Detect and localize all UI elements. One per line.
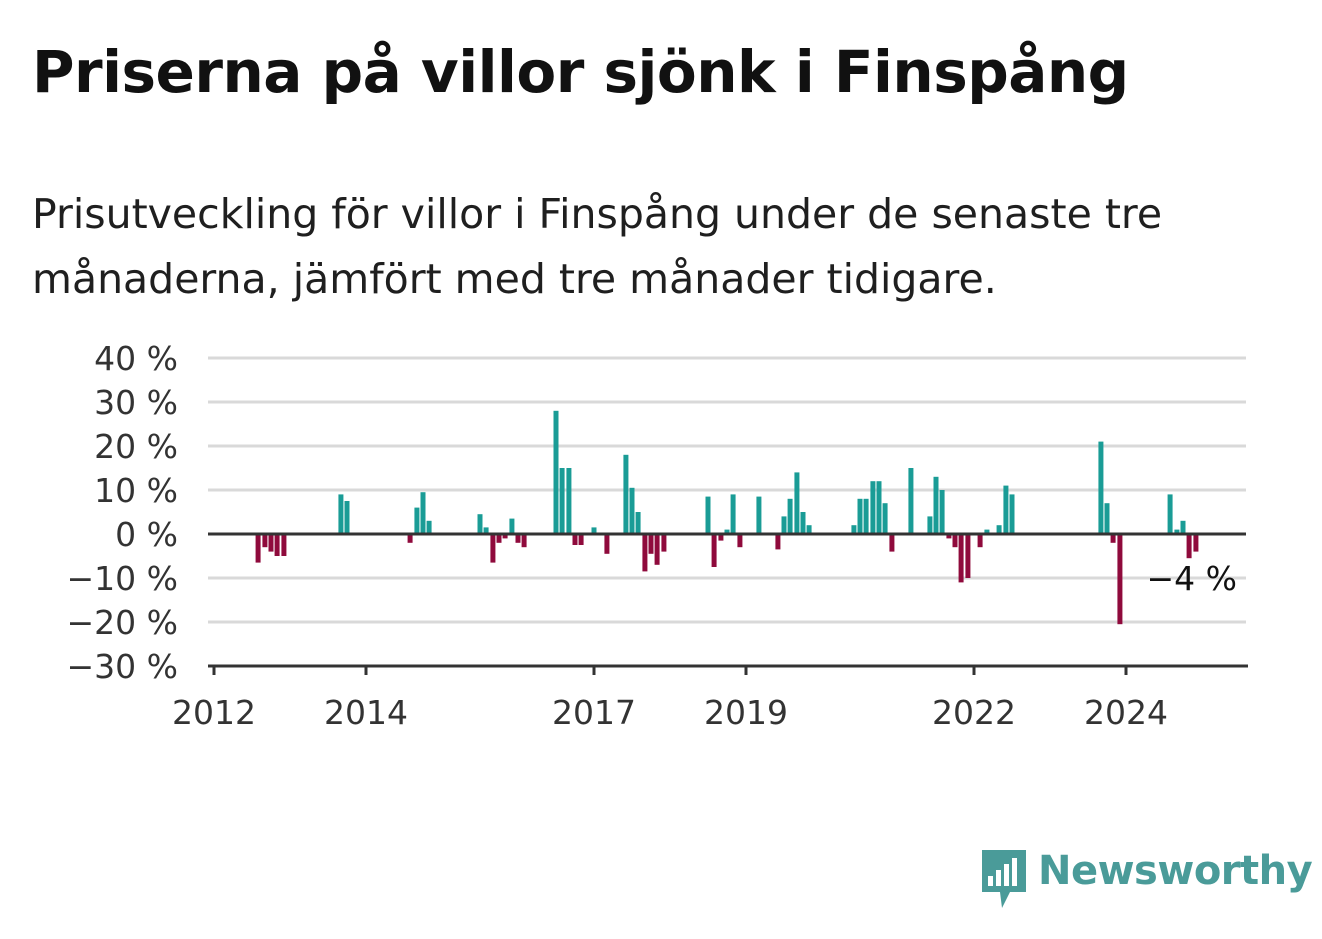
bar-negative (521, 534, 527, 548)
bar-negative (1117, 534, 1123, 625)
bar-negative (711, 534, 717, 567)
bar-positive (787, 498, 793, 534)
bar-positive (870, 481, 876, 534)
bar-negative (654, 534, 660, 565)
bar-positive (1098, 441, 1104, 534)
x-tick-label: 2017 (552, 693, 636, 732)
bar-positive (724, 529, 730, 534)
bar-positive (984, 529, 990, 534)
bar-negative (1186, 534, 1192, 559)
bar-negative (274, 534, 280, 556)
bar-positive (566, 468, 572, 534)
y-tick-label: 40 % (94, 339, 178, 378)
bar-negative (661, 534, 667, 552)
bar-positive (908, 468, 914, 534)
newsworthy-bar-icon (982, 850, 1026, 908)
y-tick-label: 20 % (94, 427, 178, 466)
bar-negative (496, 534, 502, 543)
bar-negative (946, 534, 952, 539)
bar-positive (927, 516, 933, 534)
bar-negative (737, 534, 743, 548)
bar-negative (515, 534, 521, 543)
bar-positive (553, 410, 559, 534)
bar-positive (420, 492, 426, 534)
bar-positive (730, 494, 736, 534)
bar-positive (851, 525, 857, 534)
bar-positive (781, 516, 787, 534)
bar-positive (344, 501, 350, 534)
bar-positive (509, 518, 515, 534)
bar-negative (642, 534, 648, 572)
bar-negative (407, 534, 413, 543)
bar-positive (477, 514, 483, 534)
bar-positive (1003, 485, 1009, 534)
bar-positive (939, 490, 945, 534)
bar-positive (705, 496, 711, 534)
bar-positive (1009, 494, 1015, 534)
bar-negative (262, 534, 268, 548)
y-tick-label: 0 % (115, 515, 178, 554)
bar-positive (591, 527, 597, 534)
bar-negative (268, 534, 274, 552)
bar-positive (794, 472, 800, 534)
x-tick-label: 2012 (172, 693, 256, 732)
bar-positive (857, 498, 863, 534)
bar-positive (1104, 503, 1110, 534)
x-tick-label: 2024 (1084, 693, 1168, 732)
y-tick-label: −20 % (67, 603, 179, 642)
chart-subtitle: Prisutveckling för villor i Finspång und… (32, 190, 1163, 303)
chart-title: Priserna på villor sjönk i Finspång (32, 38, 1129, 106)
bar-positive (876, 481, 882, 534)
newsworthy-logo: Newsworthy (980, 848, 1313, 912)
bar-positive (414, 507, 420, 534)
bar-negative (604, 534, 610, 554)
bar-positive (635, 512, 641, 534)
bar-negative (502, 534, 508, 539)
bar-positive (426, 520, 432, 534)
bar-negative (255, 534, 261, 563)
bar-positive (800, 512, 806, 534)
end-value-label: −4 % (1147, 559, 1238, 598)
bar-negative (578, 534, 584, 545)
bar-positive (806, 525, 812, 534)
x-tick-label: 2022 (932, 693, 1016, 732)
bar-positive (882, 503, 888, 534)
bar-negative (889, 534, 895, 552)
bar-negative (648, 534, 654, 554)
bar-positive (996, 525, 1002, 534)
bar-positive (483, 527, 489, 534)
bar-positive (338, 494, 344, 534)
bar-negative (952, 534, 958, 548)
y-tick-label: 30 % (94, 383, 178, 422)
bar-positive (623, 454, 629, 534)
bar-negative (977, 534, 983, 548)
y-tick-label: −30 % (67, 647, 179, 686)
bar-negative (490, 534, 496, 563)
bar-negative (1110, 534, 1116, 543)
bar-positive (1167, 494, 1173, 534)
bar-chart: 40 % 30 % 20 % 10 % 0 % −10 % −20 % −30 % 2012 20… (67, 339, 1248, 732)
bar-negative (281, 534, 287, 556)
bar-negative (572, 534, 578, 545)
y-tick-label: 10 % (94, 471, 178, 510)
bar-negative (1193, 534, 1199, 552)
bar-negative (718, 534, 724, 541)
bar-positive (1180, 520, 1186, 534)
bar-positive (629, 487, 635, 534)
bar-negative (965, 534, 971, 578)
brand-name: Newsworthy (1038, 848, 1313, 894)
x-tick-label: 2014 (324, 693, 408, 732)
bar-positive (863, 498, 869, 534)
bar-positive (559, 468, 565, 534)
bar-positive (756, 496, 762, 534)
bar-positive (933, 476, 939, 534)
bar-negative (958, 534, 964, 583)
y-tick-label: −10 % (67, 559, 179, 598)
x-tick-label: 2019 (704, 693, 788, 732)
bar-negative (775, 534, 781, 550)
bar-positive (1174, 529, 1180, 534)
